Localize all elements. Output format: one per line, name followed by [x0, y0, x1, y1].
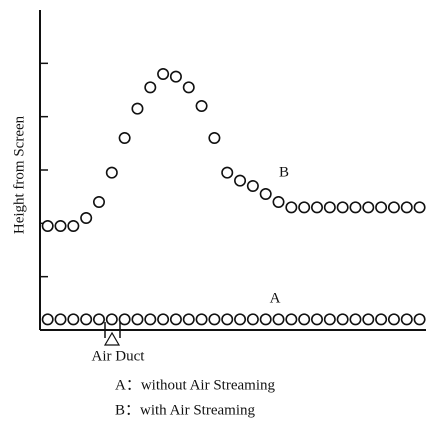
point: [413, 313, 426, 326]
point: [105, 166, 118, 179]
point: [259, 188, 272, 201]
point: [323, 201, 336, 214]
series-label: B: [279, 164, 289, 180]
point: [298, 313, 311, 326]
point: [310, 313, 323, 326]
point: [362, 201, 375, 214]
point: [41, 220, 54, 233]
point: [413, 201, 426, 214]
point: [298, 201, 311, 214]
point: [157, 313, 170, 326]
point: [182, 81, 195, 94]
point: [234, 313, 247, 326]
point: [195, 100, 208, 113]
point: [349, 201, 362, 214]
point: [221, 313, 234, 326]
point: [208, 132, 221, 145]
point: [92, 196, 105, 209]
point: [144, 81, 157, 94]
point: [67, 313, 80, 326]
point: [336, 313, 349, 326]
point: [285, 201, 298, 214]
annotation: B：with Air Streaming: [115, 402, 255, 418]
series-label: A: [270, 290, 281, 306]
duct-marker: [103, 331, 121, 346]
y-axis-label: Height from Screen: [11, 115, 27, 234]
point: [169, 313, 182, 326]
point: [54, 313, 67, 326]
point: [195, 313, 208, 326]
point: [144, 313, 157, 326]
point: [387, 201, 400, 214]
point: [131, 313, 144, 326]
point: [387, 313, 400, 326]
point: [182, 313, 195, 326]
point: [208, 313, 221, 326]
point: [41, 313, 54, 326]
point: [259, 313, 272, 326]
point: [157, 68, 170, 81]
point: [67, 220, 80, 233]
point: [80, 212, 93, 225]
annotation: Air Duct: [92, 348, 146, 364]
point: [272, 313, 285, 326]
point: [272, 196, 285, 209]
annotation: A：without Air Streaming: [115, 377, 275, 393]
point: [246, 180, 259, 193]
point: [400, 313, 413, 326]
point: [310, 201, 323, 214]
point: [131, 102, 144, 115]
point: [54, 220, 67, 233]
point: [285, 313, 298, 326]
point: [336, 201, 349, 214]
point: [169, 70, 182, 83]
point: [118, 132, 131, 145]
point: [400, 201, 413, 214]
point: [92, 313, 105, 326]
point: [80, 313, 93, 326]
point: [375, 201, 388, 214]
point: [221, 166, 234, 179]
point: [362, 313, 375, 326]
point: [234, 174, 247, 187]
point: [118, 313, 131, 326]
point: [323, 313, 336, 326]
point: [105, 313, 118, 326]
point: [246, 313, 259, 326]
point: [349, 313, 362, 326]
point: [375, 313, 388, 326]
